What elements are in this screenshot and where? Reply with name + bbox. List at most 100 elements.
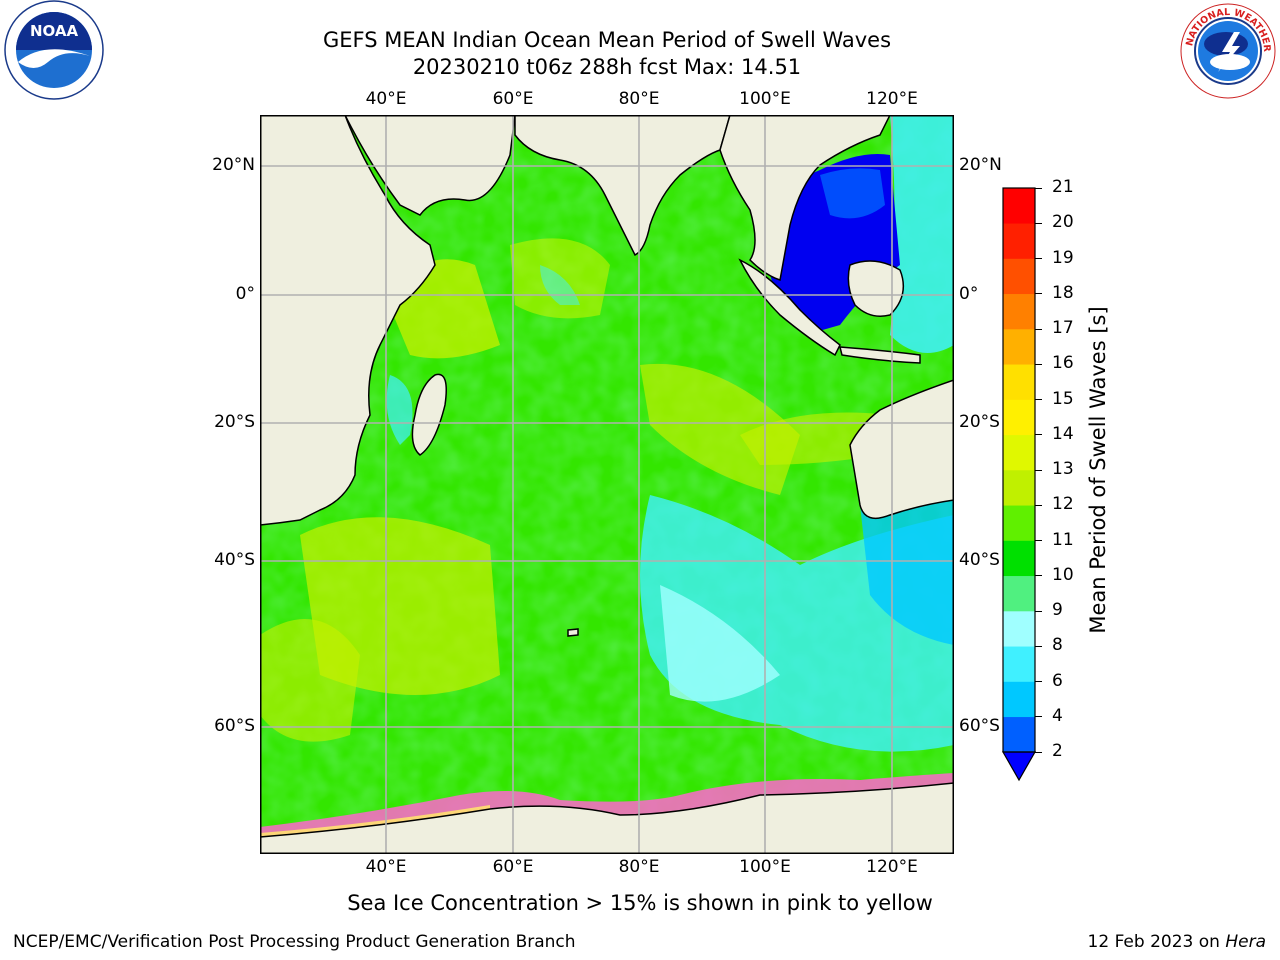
india-land xyxy=(514,115,731,257)
footer-date: 12 Feb 2023 on xyxy=(1087,932,1226,952)
colorbar-bin xyxy=(1003,716,1035,753)
lat-tick-right: 60°S xyxy=(959,716,1000,736)
footer-host: Hera xyxy=(1225,932,1266,952)
colorbar-tick-label: 9 xyxy=(1052,600,1063,620)
nws-logo: NATIONAL WEATHER SERVICE xyxy=(1178,2,1276,99)
colorbar-tick-mark xyxy=(1035,504,1042,506)
colorbar-tick-mark xyxy=(1035,434,1042,436)
colorbar-tick-mark xyxy=(1035,328,1042,330)
colorbar-tick-mark xyxy=(1035,681,1042,683)
colorbar xyxy=(1001,187,1037,782)
colorbar-tick-label: 14 xyxy=(1052,423,1074,444)
swell-zone-cyan xyxy=(660,585,780,702)
colorbar-tick-label: 10 xyxy=(1052,564,1074,585)
colorbar-tick-mark xyxy=(1035,399,1042,401)
colorbar-bin xyxy=(1003,505,1035,541)
swell-zone-yellow xyxy=(260,619,360,742)
colorbar-bin xyxy=(1003,611,1035,647)
graticule xyxy=(260,115,954,854)
swell-zone-blue xyxy=(820,168,885,219)
colorbar-tick-mark xyxy=(1035,293,1042,295)
borneo-land xyxy=(847,260,905,317)
swell-zone-cyan xyxy=(860,498,954,645)
colorbar-bin xyxy=(1003,575,1035,612)
colorbar-tick-mark xyxy=(1035,575,1042,577)
colorbar-tick-mark xyxy=(1035,540,1042,542)
map-panel xyxy=(260,115,954,854)
colorbar-tick-mark xyxy=(1035,187,1042,189)
colorbar-tick-label: 2 xyxy=(1052,741,1063,761)
colorbar-bin xyxy=(1003,399,1035,436)
colorbar-tick-label: 4 xyxy=(1052,705,1063,726)
colorbar-tick-label: 12 xyxy=(1052,494,1074,515)
swell-zone-cyan xyxy=(386,375,413,445)
lat-tick-right: 20°N xyxy=(959,155,1002,175)
colorbar-tick-mark xyxy=(1035,716,1042,718)
lon-tick-top: 60°E xyxy=(492,89,534,109)
colorbar-label: Mean Period of Swell Waves [s] xyxy=(1086,306,1110,634)
colorbar-bin xyxy=(1003,223,1035,259)
lat-tick-left: 20°S xyxy=(214,412,255,432)
australia-land xyxy=(849,379,954,520)
colorbar-bin xyxy=(1003,434,1035,471)
colorbar-bin xyxy=(1003,329,1035,365)
colorbar-tick-mark xyxy=(1035,222,1042,224)
chart-title: GEFS MEAN Indian Ocean Mean Period of Sw… xyxy=(322,28,892,52)
colorbar-tick-label: 16 xyxy=(1052,353,1074,374)
noaa-logo: NOAA xyxy=(4,0,104,100)
colorbar-bin xyxy=(1003,540,1035,577)
colorbar-tick-label: 21 xyxy=(1052,177,1074,197)
lon-tick-top: 100°E xyxy=(739,89,791,109)
colorbar-tick-label: 15 xyxy=(1052,388,1074,409)
colorbar-tick-mark xyxy=(1035,363,1042,365)
colorbar-bin xyxy=(1003,364,1035,400)
lat-tick-right: 20°S xyxy=(959,412,1000,432)
lon-tick-bottom: 100°E xyxy=(739,857,791,877)
footer-right: 12 Feb 2023 on Hera xyxy=(1088,932,1266,952)
colorbar-tick-mark xyxy=(1035,469,1042,471)
kerguelen-island xyxy=(567,628,579,637)
noaa-logo-text: NOAA xyxy=(30,22,79,40)
java-land xyxy=(839,346,921,364)
colorbar-tick-label: 11 xyxy=(1052,529,1074,550)
lon-tick-top: 80°E xyxy=(618,89,660,109)
colorbar-tick-mark xyxy=(1035,751,1042,753)
colorbar-tick-label: 18 xyxy=(1052,282,1074,303)
lon-tick-bottom: 60°E xyxy=(492,857,534,877)
lat-tick-right: 0° xyxy=(959,284,979,304)
lon-tick-bottom: 80°E xyxy=(618,857,660,877)
lat-tick-left: 20°N xyxy=(212,155,255,175)
arabia-land xyxy=(260,115,516,216)
indochina-land xyxy=(719,115,891,281)
colorbar-bin xyxy=(1003,293,1035,330)
colorbar-tick-label: 19 xyxy=(1052,247,1074,268)
colorbar-bin xyxy=(1003,646,1035,682)
colorbar-tick-mark xyxy=(1035,258,1042,260)
lon-tick-top: 40°E xyxy=(365,89,407,109)
lon-tick-bottom: 40°E xyxy=(365,857,407,877)
map-frame xyxy=(260,115,954,854)
colorbar-tick-label: 17 xyxy=(1052,318,1074,338)
madagascar-land xyxy=(411,373,447,456)
colorbar-tick-mark xyxy=(1035,610,1042,612)
lat-tick-right: 40°S xyxy=(959,550,1000,570)
lat-tick-left: 60°S xyxy=(214,716,255,736)
lon-tick-bottom: 120°E xyxy=(866,857,918,877)
colorbar-bin xyxy=(1003,470,1035,506)
colorbar-tick-label: 6 xyxy=(1052,670,1063,691)
lon-tick-top: 120°E xyxy=(866,89,918,109)
colorbar-tick-mark xyxy=(1035,645,1042,647)
lat-tick-left: 0° xyxy=(235,284,255,304)
colorbar-bin xyxy=(1003,681,1035,718)
colorbar-bin xyxy=(1003,188,1035,224)
colorbar-tick-label: 8 xyxy=(1052,635,1063,656)
chart-subtitle: 20230210 t06z 288h fcst Max: 14.51 xyxy=(412,55,802,79)
swell-zone-cyan xyxy=(890,115,954,353)
lat-tick-left: 40°S xyxy=(214,550,255,570)
colorbar-tick-label: 20 xyxy=(1052,212,1074,233)
sea-ice-caption: Sea Ice Concentration > 15% is shown in … xyxy=(347,891,933,915)
antarctica-land xyxy=(260,782,954,854)
footer-left: NCEP/EMC/Verification Post Processing Pr… xyxy=(13,932,576,952)
colorbar-bin xyxy=(1003,258,1035,295)
colorbar-under-arrow xyxy=(1001,751,1037,782)
